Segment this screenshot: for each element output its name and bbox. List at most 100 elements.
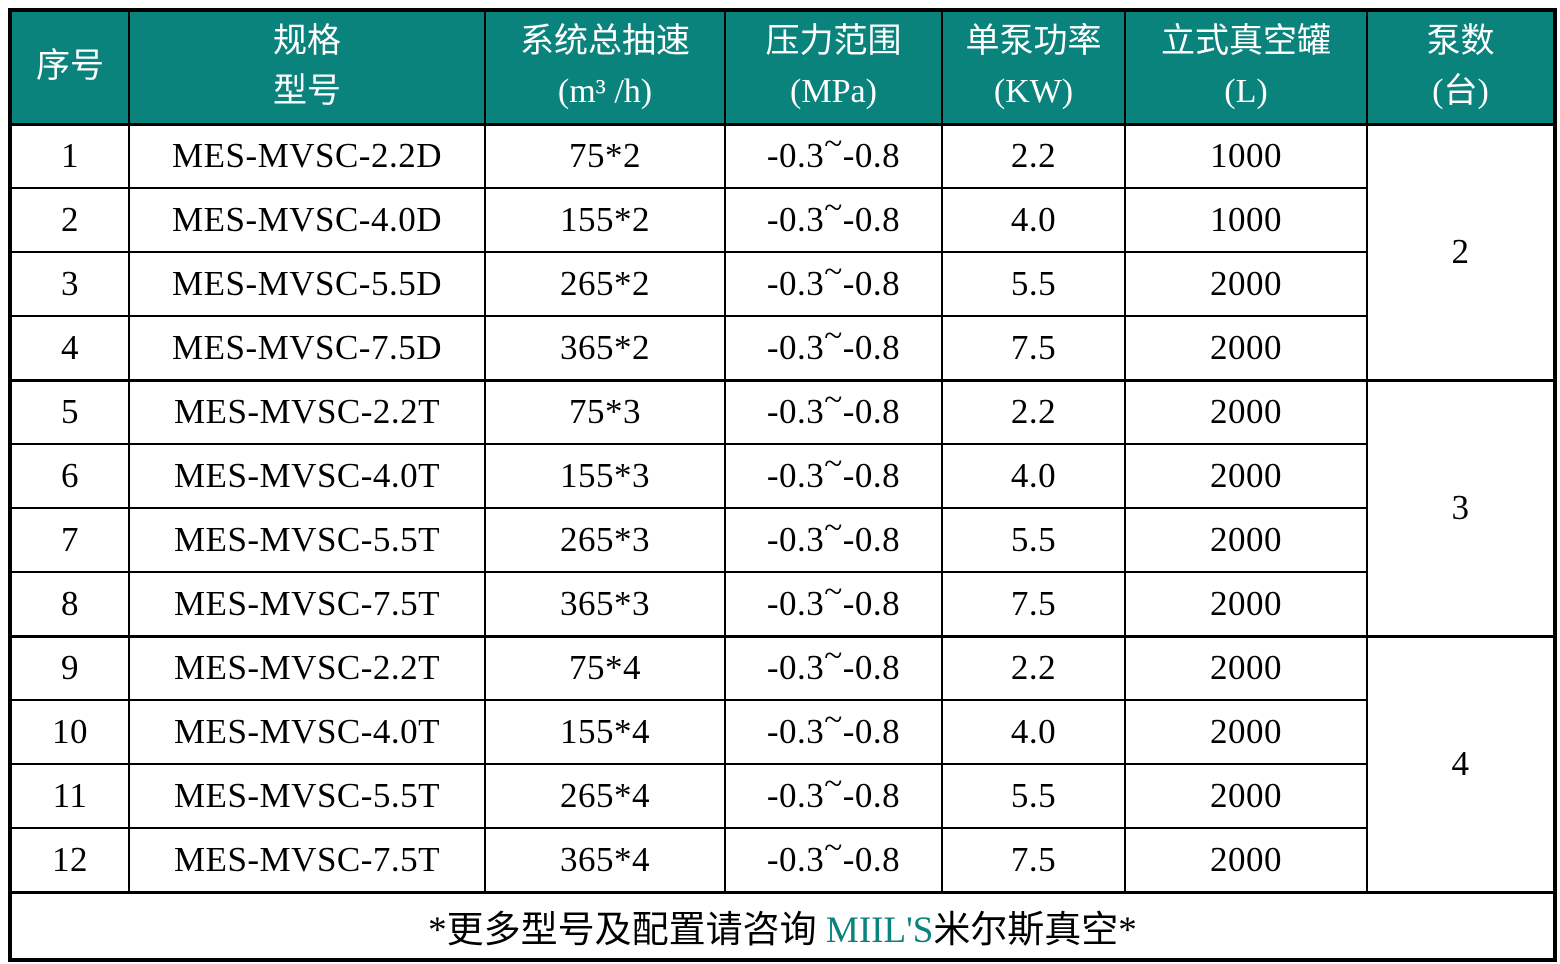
cell-speed: 75*3 (484, 378, 726, 445)
table-row: 9 MES-MVSC-2.2T 75*4 -0.3~-0.8 2.2 2000 4 (9, 634, 1556, 893)
cell-pressure: -0.3~-0.8 (724, 122, 943, 189)
cell-model: MES-MVSC-7.5T (128, 827, 486, 893)
table-row: 6 MES-MVSC-4.0T 155*3 -0.3~-0.8 4.0 2000 (9, 443, 1555, 509)
cell-model: MES-MVSC-2.2T (128, 634, 486, 701)
cell-model: MES-MVSC-5.5D (128, 251, 486, 317)
cell-speed: 365*2 (484, 315, 726, 381)
cell-pressure: -0.3~-0.8 (724, 378, 943, 445)
tilde-mark: ~ (824, 637, 843, 675)
cell-no: 12 (9, 827, 130, 893)
cell-tank: 2000 (1124, 507, 1368, 573)
cell-tank: 1000 (1124, 187, 1368, 253)
table-row: 7 MES-MVSC-5.5T 265*3 -0.3~-0.8 5.5 2000 (9, 507, 1555, 573)
table-row: 5 MES-MVSC-2.2T 75*3 -0.3~-0.8 2.2 2000 3 (9, 378, 1556, 637)
cell-speed: 75*4 (484, 634, 726, 701)
cell-model: MES-MVSC-2.2D (128, 122, 486, 189)
table-footer: *更多型号及配置请咨询 MIIL'S米尔斯真空* (9, 890, 1556, 961)
cell-pressure: -0.3~-0.8 (724, 827, 943, 893)
cell-no: 3 (9, 251, 130, 317)
header-cell-pressure: 压力范围 (MPa) (724, 9, 943, 126)
cell-pump-count: 3 (1366, 378, 1556, 637)
cell-power: 2.2 (941, 122, 1126, 189)
cell-model: MES-MVSC-5.5T (128, 763, 486, 829)
table-row: 8 MES-MVSC-7.5T 365*3 -0.3~-0.8 7.5 2000 (9, 571, 1555, 637)
table-row: 11 MES-MVSC-5.5T 265*4 -0.3~-0.8 5.5 2000 (9, 763, 1555, 829)
tilde-mark: ~ (824, 572, 843, 610)
cell-model: MES-MVSC-5.5T (128, 507, 486, 573)
cell-model: MES-MVSC-4.0D (128, 187, 486, 253)
tilde-mark: ~ (824, 381, 843, 419)
tilde-mark: ~ (824, 701, 843, 738)
header-label: 单泵功率 (965, 23, 1102, 61)
cell-speed: 265*4 (484, 763, 726, 829)
cell-model: MES-MVSC-4.0T (128, 443, 486, 509)
header-cell-tank: 立式真空罐 (L) (1124, 9, 1368, 126)
header-unit: (L) (1224, 73, 1268, 111)
cell-tank: 2000 (1124, 443, 1368, 509)
cell-tank: 2000 (1124, 634, 1368, 701)
cell-pressure: -0.3~-0.8 (724, 634, 943, 701)
cell-tank: 2000 (1124, 378, 1368, 445)
tilde-mark: ~ (824, 828, 843, 866)
cell-no: 11 (9, 763, 130, 829)
cell-no: 10 (9, 699, 130, 765)
tilde-mark: ~ (824, 445, 843, 482)
header-unit: (MPa) (790, 73, 877, 111)
tilde-mark: ~ (824, 125, 843, 163)
cell-pump-count: 4 (1366, 634, 1556, 893)
header-label: 规格 (273, 23, 341, 61)
cell-no: 7 (9, 507, 130, 573)
cell-no: 2 (9, 187, 130, 253)
cell-pressure: -0.3~-0.8 (724, 699, 943, 765)
cell-tank: 2000 (1124, 571, 1368, 637)
cell-speed: 365*3 (484, 571, 726, 637)
table-row: 3 MES-MVSC-5.5D 265*2 -0.3~-0.8 5.5 2000 (9, 251, 1555, 317)
tilde-mark: ~ (824, 765, 843, 802)
cell-power: 2.2 (941, 634, 1126, 701)
footer-note-prefix: *更多型号及配置请咨询 (428, 909, 826, 951)
header-unit: 型号 (273, 73, 341, 111)
cell-power: 4.0 (941, 187, 1126, 253)
tilde-mark: ~ (824, 253, 843, 290)
tilde-mark: ~ (824, 316, 843, 354)
cell-pressure: -0.3~-0.8 (724, 507, 943, 573)
cell-no: 6 (9, 443, 130, 509)
header-unit: (KW) (993, 73, 1074, 111)
cell-no: 9 (9, 634, 130, 701)
cell-power: 4.0 (941, 443, 1126, 509)
footer-note: *更多型号及配置请咨询 MIIL'S米尔斯真空* (9, 890, 1556, 961)
cell-speed: 365*4 (484, 827, 726, 893)
cell-pressure: -0.3~-0.8 (724, 251, 943, 317)
header-label: 序号 (36, 48, 104, 86)
cell-power: 7.5 (941, 315, 1126, 381)
cell-pressure: -0.3~-0.8 (724, 763, 943, 829)
cell-tank: 1000 (1124, 122, 1368, 189)
cell-tank: 2000 (1124, 763, 1368, 829)
cell-pressure: -0.3~-0.8 (724, 571, 943, 637)
header-label: 泵数 (1426, 23, 1495, 61)
cell-speed: 75*2 (484, 122, 726, 189)
cell-pressure: -0.3~-0.8 (724, 443, 943, 509)
tilde-mark: ~ (824, 509, 843, 546)
cell-no: 8 (9, 571, 130, 637)
table-header: 序号 规格 型号 系统总抽速 (m³ /h) (9, 9, 1556, 126)
cell-no: 1 (9, 122, 130, 189)
cell-power: 2.2 (941, 378, 1126, 445)
table-row: 10 MES-MVSC-4.0T 155*4 -0.3~-0.8 4.0 2000 (9, 699, 1555, 765)
cell-power: 4.0 (941, 699, 1126, 765)
table-row: 12 MES-MVSC-7.5T 365*4 -0.3~-0.8 7.5 2000 (9, 827, 1555, 893)
tilde-mark: ~ (824, 189, 843, 226)
table-row: 4 MES-MVSC-7.5D 365*2 -0.3~-0.8 7.5 2000 (9, 315, 1555, 381)
pump-spec-table: 序号 规格 型号 系统总抽速 (m³ /h) (8, 8, 1557, 962)
cell-pressure: -0.3~-0.8 (724, 315, 943, 381)
header-unit: (台) (1432, 73, 1489, 111)
cell-power: 5.5 (941, 507, 1126, 573)
header-cell-index: 序号 (9, 9, 130, 126)
cell-speed: 265*2 (484, 251, 726, 317)
header-label: 压力范围 (765, 23, 902, 61)
cell-power: 5.5 (941, 763, 1126, 829)
brand-name: MIIL'S (825, 909, 934, 951)
cell-tank: 2000 (1124, 827, 1368, 893)
cell-speed: 155*3 (484, 443, 726, 509)
